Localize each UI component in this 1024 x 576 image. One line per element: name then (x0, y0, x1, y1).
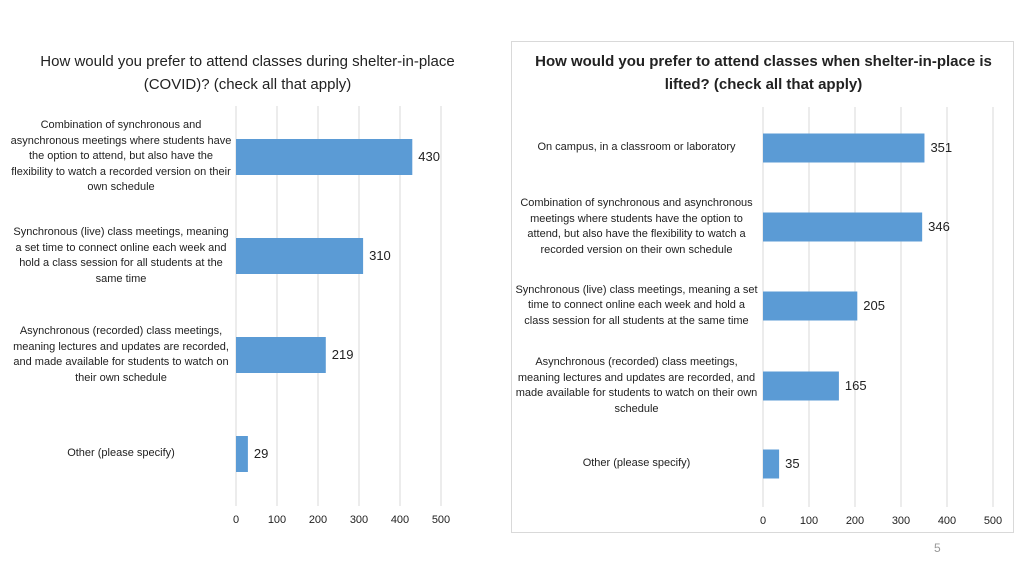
bar (763, 133, 925, 163)
chart-after-lifted: How would you prefer to attend classes w… (511, 41, 1014, 533)
bar (763, 212, 923, 242)
x-tick-label: 500 (432, 514, 450, 526)
category-label: Asynchronous (recorded) class meetings, … (515, 356, 758, 415)
x-tick-label: 400 (391, 514, 409, 526)
category-label: Combination of synchronous and asynchron… (10, 119, 232, 194)
x-tick-label: 300 (350, 514, 368, 526)
category-label: Other (please specify) (582, 457, 691, 469)
bar-value-label: 29 (254, 446, 268, 461)
category-label: Synchronous (live) class meetings, meani… (515, 283, 758, 327)
chart-title: How would you prefer to attend classes w… (535, 53, 992, 93)
x-tick-label: 200 (846, 515, 864, 527)
category-label: Asynchronous (recorded) class meetings, … (13, 325, 229, 384)
x-tick-label: 100 (268, 514, 286, 526)
x-tick-label: 500 (984, 515, 1002, 527)
bar-value-label: 310 (369, 248, 391, 263)
bar-value-label: 351 (930, 140, 952, 155)
bar (236, 139, 413, 175)
bar-value-label: 205 (863, 298, 885, 313)
bar (236, 436, 248, 472)
chart-title: How would you prefer to attend classes d… (40, 53, 455, 93)
page-number: 5 (934, 541, 941, 555)
category-label: On campus, in a classroom or laboratory (537, 141, 736, 153)
bar (763, 449, 780, 479)
bar-value-label: 346 (928, 219, 950, 234)
bar (236, 337, 326, 373)
bar-value-label: 165 (845, 378, 867, 393)
bar-chart-svg: 0 100 200 300 400 500 351 346 205 165 35 (760, 107, 1002, 527)
bar-value-label: 430 (418, 149, 440, 164)
bar-value-label: 35 (785, 456, 799, 471)
bar-value-label: 219 (332, 347, 354, 362)
bar-chart-svg: 0 100 200 300 400 500 430 310 219 29 (233, 106, 450, 526)
x-tick-label: 0 (760, 515, 766, 527)
x-tick-label: 400 (938, 515, 956, 527)
category-label: Combination of synchronous and asynchron… (520, 197, 753, 256)
x-tick-label: 200 (309, 514, 327, 526)
bar (763, 371, 839, 401)
bar (763, 291, 858, 321)
category-label: Other (please specify) (67, 447, 175, 459)
bar (236, 238, 364, 274)
category-label: Synchronous (live) class meetings, meani… (13, 226, 229, 285)
chart-during-covid: How would you prefer to attend classes d… (0, 0, 510, 540)
x-tick-label: 100 (800, 515, 818, 527)
x-tick-label: 300 (892, 515, 910, 527)
x-tick-label: 0 (233, 514, 239, 526)
